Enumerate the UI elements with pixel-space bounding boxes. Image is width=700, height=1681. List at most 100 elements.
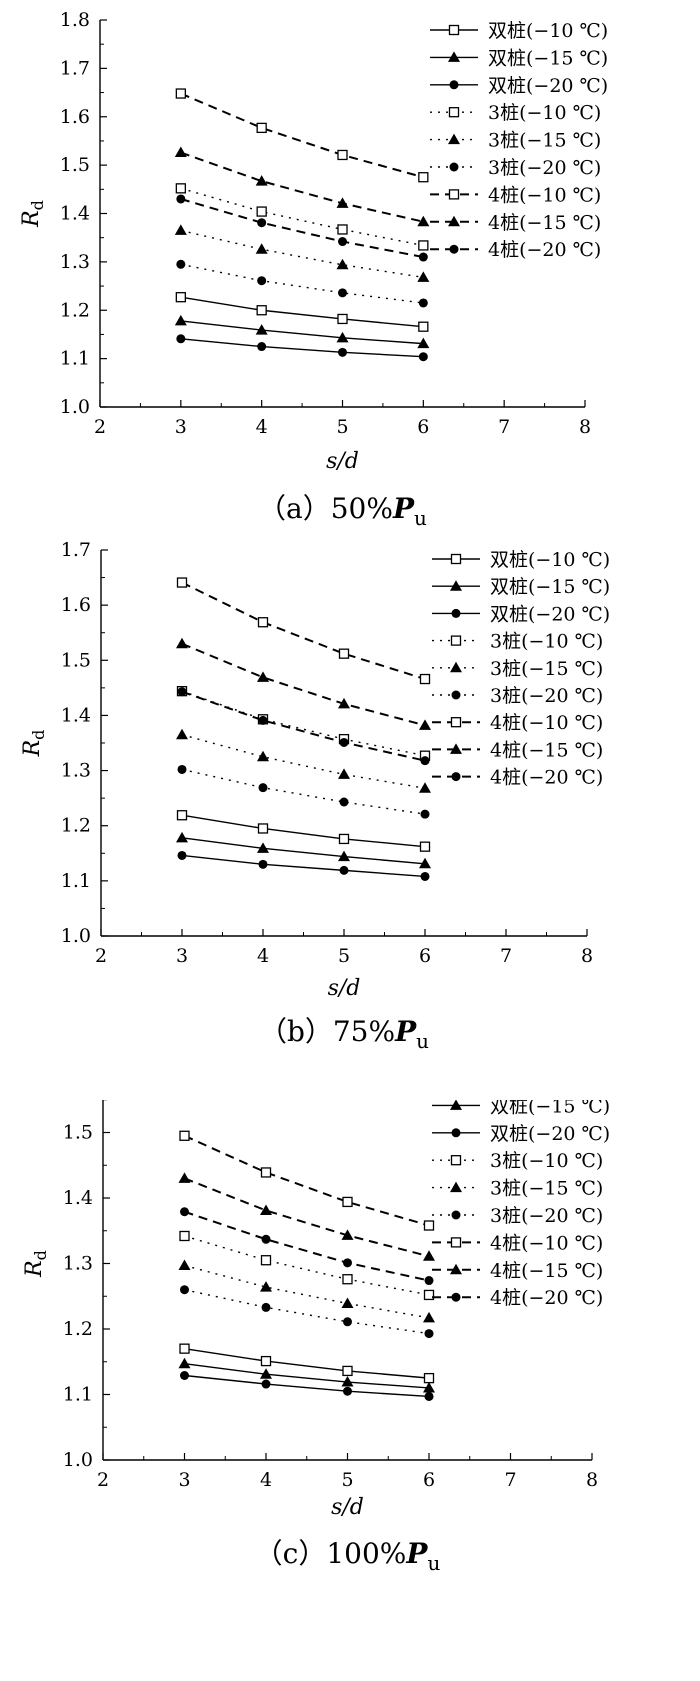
- legend-label: 双桩(−10 ℃): [490, 549, 610, 571]
- data-point: [255, 324, 268, 335]
- data-point: [175, 292, 186, 303]
- legend-label: 4桩(−15 ℃): [490, 1260, 603, 1282]
- legend-label: 3桩(−10 ℃): [488, 102, 601, 124]
- data-point: [419, 857, 431, 869]
- y-tick-label: 1.3: [60, 251, 90, 273]
- series-group: [179, 1343, 435, 1384]
- data-point: [177, 764, 187, 774]
- legend-label: 4桩(−10 ℃): [490, 712, 603, 734]
- series-line: [180, 187, 424, 247]
- legend-label: 4桩(−20 ℃): [488, 239, 601, 261]
- legend-label: 3桩(−20 ℃): [490, 1205, 603, 1227]
- y-tick-label: 1.5: [61, 649, 91, 671]
- chart-panel-b: 1.0 1.1 1.2 1.3 1.4 1.5 1.6 1.7 2 3 4 5 6 7 8 Rd s/d （b）7…: [0, 539, 700, 1100]
- legend-marker: [451, 772, 461, 782]
- data-point: [176, 334, 186, 344]
- legend-marker: [450, 635, 462, 646]
- legend-marker: [450, 661, 462, 673]
- legend-label: 4桩(−10 ℃): [490, 1232, 603, 1254]
- data-point: [260, 1355, 272, 1367]
- legend-marker: [451, 1128, 461, 1138]
- x-tick-label: 5: [341, 1469, 353, 1491]
- data-point: [257, 823, 269, 834]
- data-point: [423, 1311, 435, 1323]
- y-tick-label: 1.1: [63, 1384, 93, 1406]
- y-tick-label: 1.0: [60, 396, 90, 418]
- legend-label: 双桩(−15 ℃): [490, 1100, 610, 1117]
- data-point: [261, 1234, 271, 1244]
- data-point: [258, 859, 268, 869]
- data-point: [418, 298, 428, 308]
- legend-item: 3桩(−10 ℃): [432, 631, 603, 653]
- legend-item: 4桩(−20 ℃): [432, 1287, 603, 1309]
- legend-label: 双桩(−20 ℃): [490, 603, 610, 625]
- data-point: [339, 797, 349, 807]
- legend-item: 双桩(−20 ℃): [432, 603, 610, 625]
- data-point: [256, 122, 267, 134]
- x-tick-label: 3: [176, 945, 188, 967]
- data-point: [339, 865, 349, 875]
- legend-marker: [448, 215, 460, 227]
- chart-panel-a: 1.0 1.1 1.2 1.3 1.4 1.5 1.6 1.7 1.8 2 3 4 5 6 7 8 Rd s/d （…: [0, 0, 700, 540]
- series-group: [176, 728, 431, 793]
- data-point: [179, 1343, 190, 1354]
- legend-marker: [448, 107, 460, 118]
- data-point: [418, 240, 429, 251]
- legend-item: 3桩(−20 ℃): [430, 157, 601, 179]
- x-tick-label: 2: [95, 945, 107, 967]
- data-point: [418, 252, 428, 262]
- data-point: [423, 1220, 435, 1231]
- data-point: [177, 850, 187, 860]
- data-point: [338, 768, 350, 779]
- data-point: [419, 841, 431, 852]
- chart-caption: （b）75%Pu: [259, 1015, 429, 1053]
- data-point: [337, 224, 348, 235]
- legend-marker: [450, 1237, 462, 1248]
- series-line: [184, 1363, 430, 1389]
- data-point: [341, 1229, 354, 1240]
- data-point: [260, 1167, 272, 1178]
- series-line: [180, 263, 424, 304]
- series-line: [181, 581, 426, 680]
- data-point: [174, 146, 187, 158]
- series-line: [181, 690, 426, 762]
- chart-svg-a: 1.0 1.1 1.2 1.3 1.4 1.5 1.6 1.7 1.8 2 3 4 5 6 7 8 Rd s/d （…: [19, 9, 608, 530]
- series-group: [180, 1285, 434, 1339]
- legend-label: 3桩(−10 ℃): [490, 1150, 603, 1172]
- chart-svg-b: 1.0 1.1 1.2 1.3 1.4 1.5 1.6 1.7 2 3 4 5 6 7 8 Rd s/d （b）7…: [20, 539, 610, 1053]
- x-tick-label: 5: [338, 945, 350, 967]
- data-point: [337, 149, 348, 161]
- legend-item: 4桩(−15 ℃): [430, 212, 601, 234]
- data-point: [341, 1297, 354, 1308]
- data-point: [418, 321, 429, 332]
- series-line: [180, 338, 424, 358]
- legend-marker: [451, 608, 461, 618]
- legend-marker: [448, 133, 460, 145]
- y-axis-title: Rd: [20, 730, 48, 758]
- data-point: [257, 671, 269, 682]
- legend-item: 双桩(−20 ℃): [430, 75, 608, 97]
- y-tick-label: 1.5: [60, 154, 90, 176]
- y-tick-label: 1.1: [60, 348, 90, 370]
- y-tick-label: 1.6: [60, 106, 90, 128]
- data-point: [420, 809, 430, 819]
- x-tick-label: 5: [336, 416, 348, 438]
- series-line: [184, 1210, 430, 1282]
- data-point: [423, 1250, 435, 1261]
- x-tick-label: 7: [504, 1469, 516, 1491]
- series-group: [180, 1207, 434, 1286]
- data-point: [343, 1386, 352, 1396]
- series-group: [177, 850, 430, 881]
- legend-item: 3桩(−15 ℃): [432, 1178, 603, 1200]
- series-group: [174, 314, 430, 349]
- chart-caption: （a）50%Pu: [258, 492, 427, 530]
- legend-item: 双桩(−15 ℃): [430, 47, 608, 69]
- series-group: [176, 686, 431, 761]
- data-point: [256, 206, 267, 217]
- legend-marker: [449, 162, 459, 172]
- series-line: [181, 734, 426, 789]
- legend-label: 3桩(−10 ℃): [490, 631, 603, 653]
- data-point: [255, 175, 268, 186]
- y-axis-title: Rd: [19, 200, 47, 228]
- data-point: [338, 850, 350, 862]
